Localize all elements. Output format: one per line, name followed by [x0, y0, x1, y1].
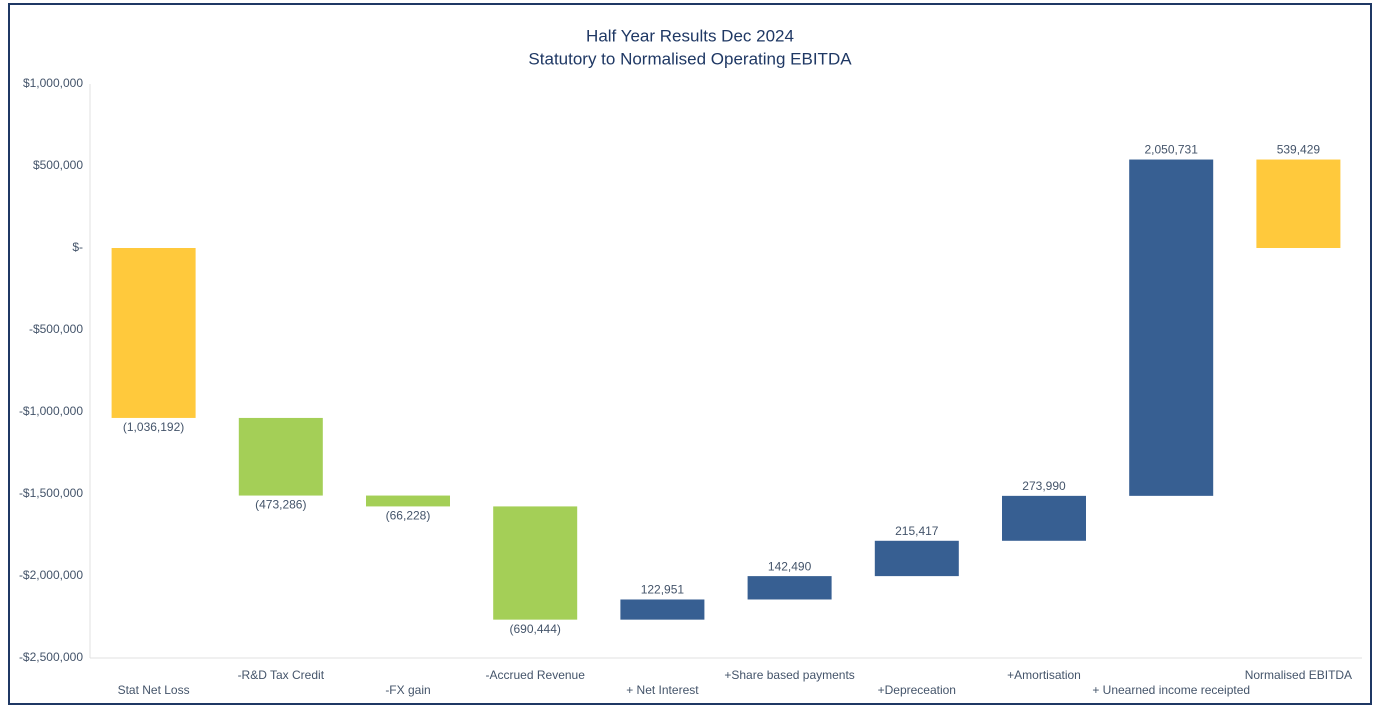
- x-tick-label: -Accrued Revenue: [486, 668, 586, 682]
- x-tick-label: Normalised EBITDA: [1245, 668, 1352, 682]
- bar: [874, 540, 959, 577]
- y-tick-label: $500,000: [33, 158, 83, 172]
- bar: [1256, 159, 1341, 248]
- data-label: 122,951: [641, 583, 685, 597]
- chart-title: Half Year Results Dec 2024: [586, 26, 794, 45]
- x-tick-label: +Amortisation: [1007, 668, 1081, 682]
- data-label: 539,429: [1277, 143, 1321, 157]
- data-label: (66,228): [386, 509, 431, 523]
- bar: [747, 576, 832, 600]
- bar: [111, 248, 196, 418]
- bar: [238, 417, 323, 496]
- bar: [1129, 159, 1214, 496]
- data-label: 273,990: [1022, 479, 1066, 493]
- data-label: 2,050,731: [1145, 143, 1199, 157]
- chart-subtitle: Statutory to Normalised Operating EBITDA: [528, 49, 852, 68]
- data-label: (690,444): [510, 622, 561, 636]
- x-tick-label: + Net Interest: [626, 683, 699, 697]
- x-tick-label: Stat Net Loss: [118, 683, 190, 697]
- bar: [1002, 495, 1086, 541]
- y-tick-label: -$2,000,000: [19, 568, 83, 582]
- bar: [366, 495, 450, 507]
- y-tick-label: -$1,000,000: [19, 404, 83, 418]
- x-tick-label: +Depreceation: [878, 683, 956, 697]
- x-tick-label: + Unearned income receipted: [1092, 683, 1250, 697]
- data-label: (1,036,192): [123, 420, 184, 434]
- y-tick-label: -$2,500,000: [19, 650, 83, 664]
- bar: [493, 506, 578, 620]
- data-label: (473,286): [255, 498, 306, 512]
- y-tick-label: $1,000,000: [23, 76, 83, 90]
- bar: [620, 599, 705, 620]
- x-tick-label: +Share based payments: [724, 668, 854, 682]
- y-tick-label: $-: [72, 240, 83, 254]
- data-label: 142,490: [768, 559, 812, 573]
- x-tick-label: -R&D Tax Credit: [238, 668, 325, 682]
- y-tick-label: -$1,500,000: [19, 486, 83, 500]
- chart-frame: [8, 3, 1372, 705]
- x-tick-label: -FX gain: [385, 683, 430, 697]
- y-tick-label: -$500,000: [29, 322, 83, 336]
- data-label: 215,417: [895, 524, 939, 538]
